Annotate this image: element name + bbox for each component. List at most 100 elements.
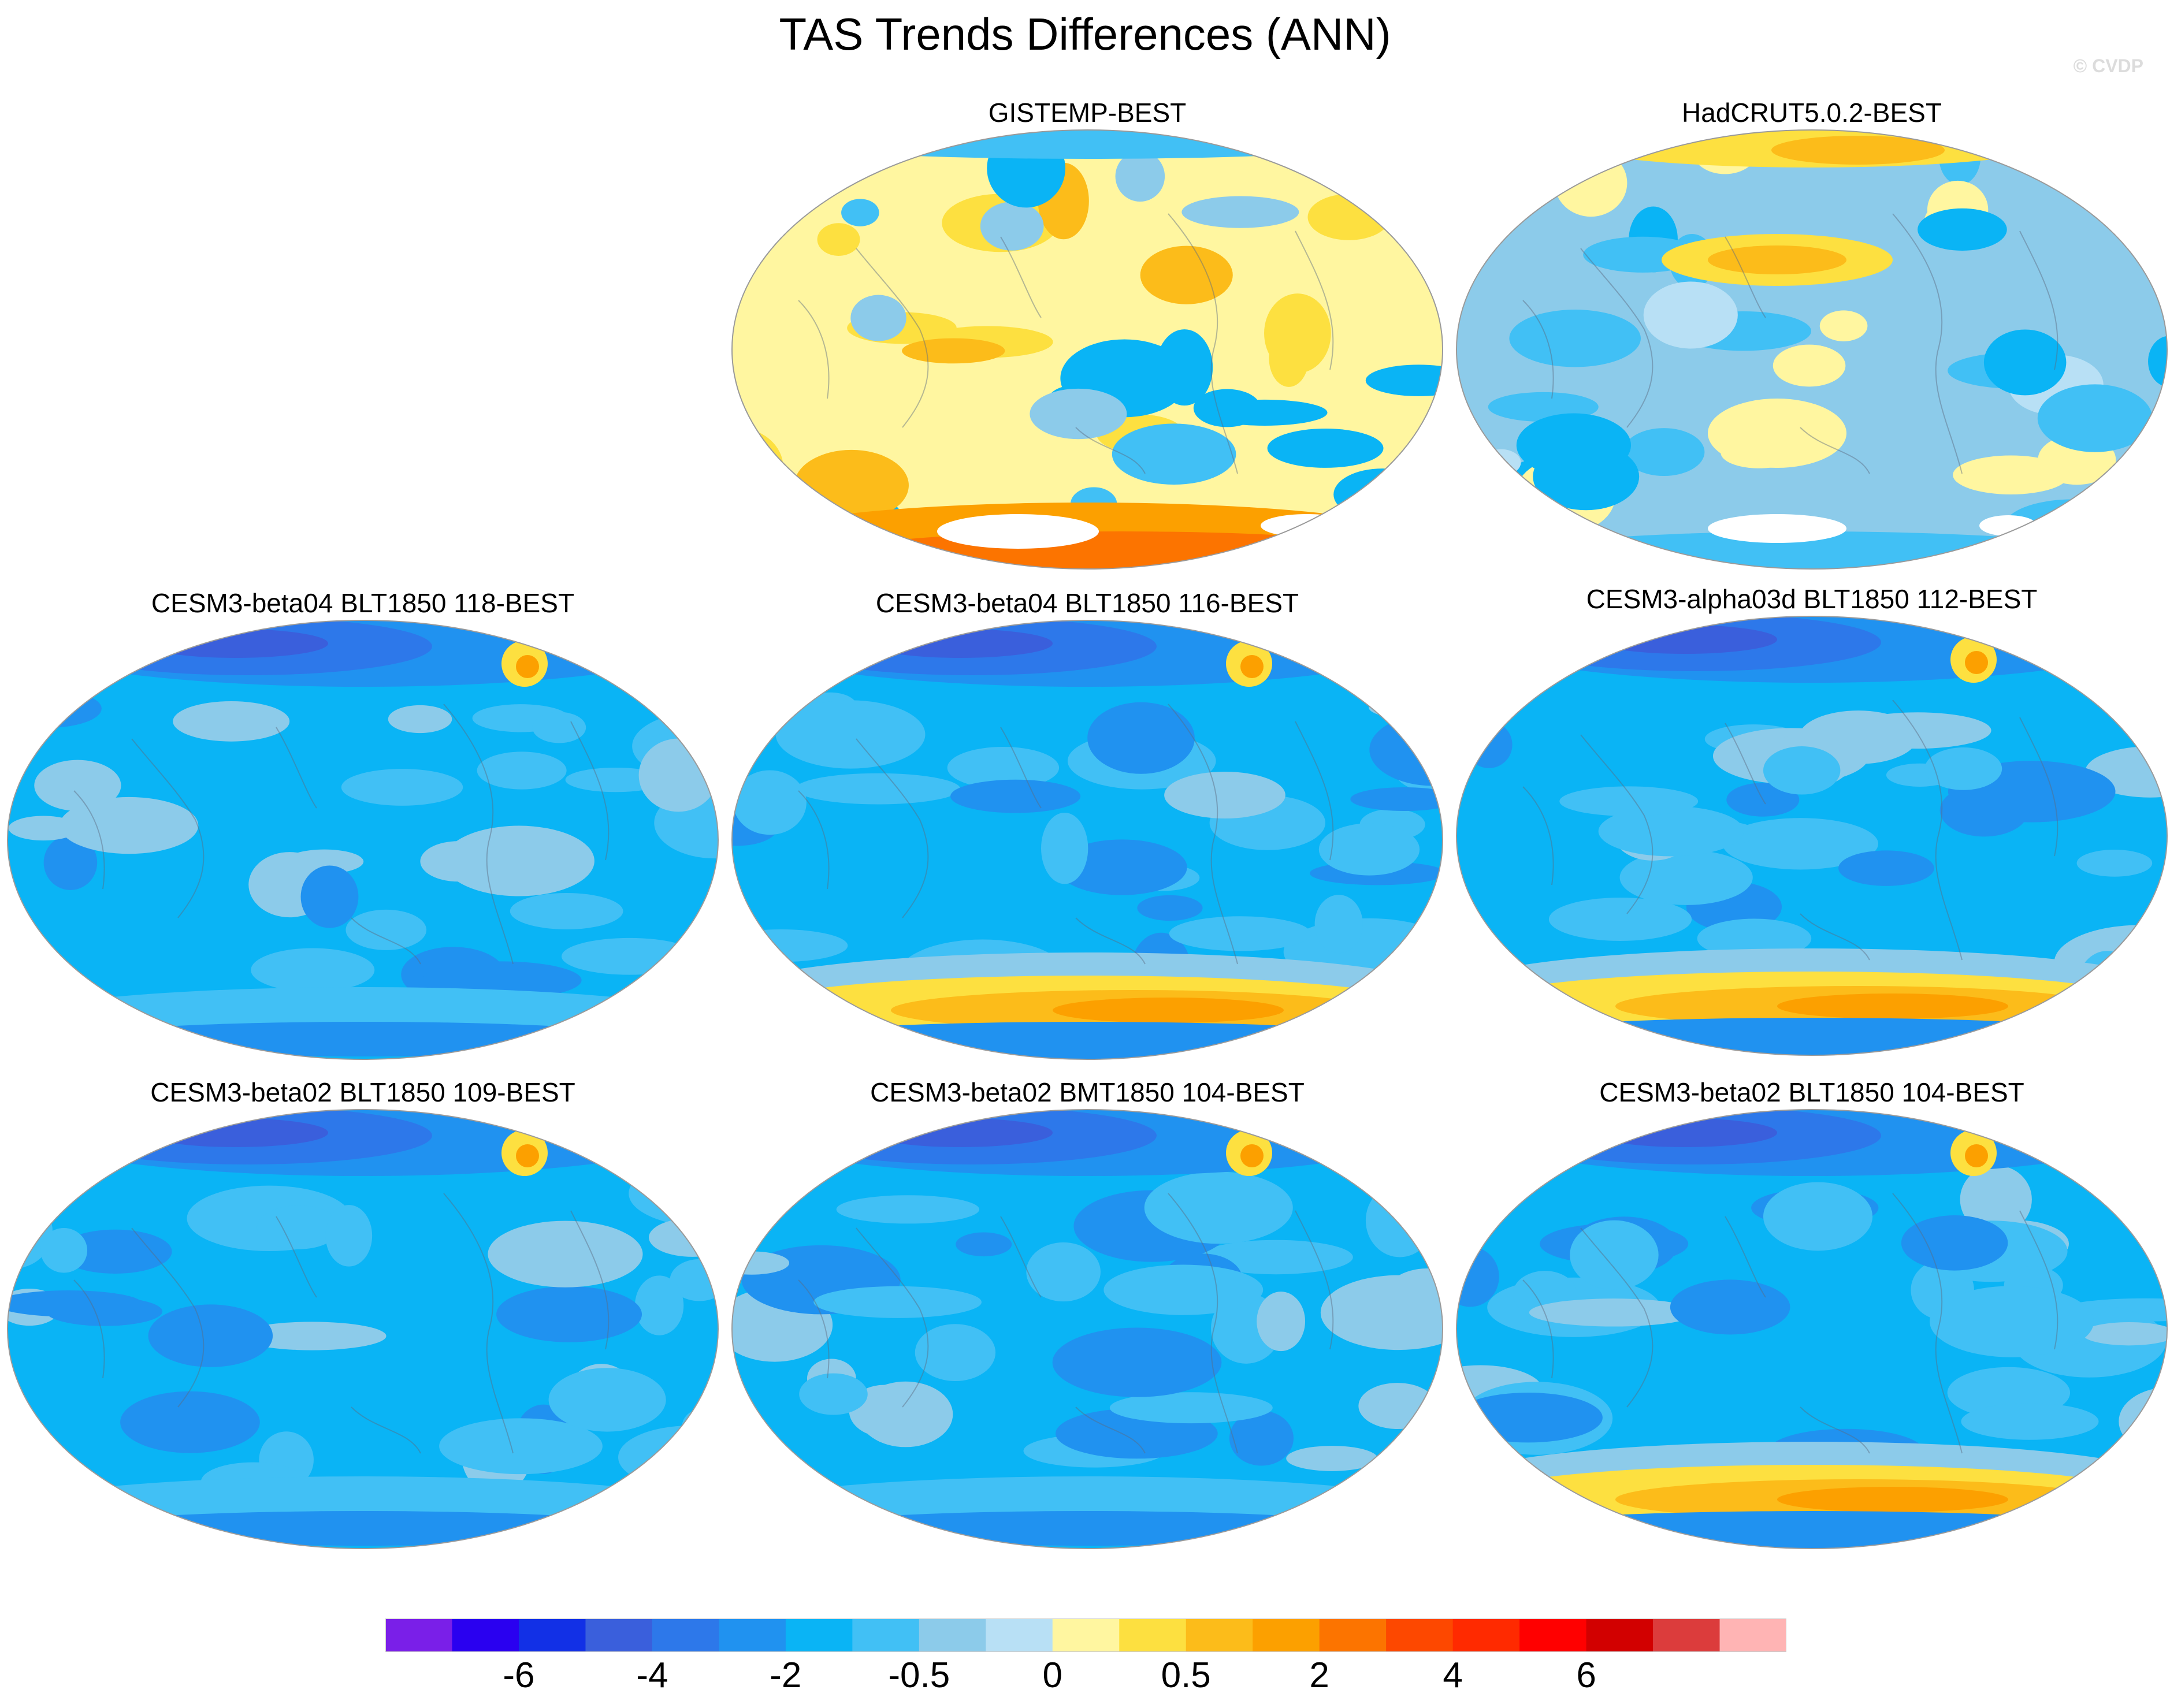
field-contour — [1481, 449, 1521, 476]
field-contour — [1965, 651, 1988, 674]
field-contour — [420, 841, 496, 882]
field-contour — [1365, 364, 1443, 396]
field-contour — [1156, 329, 1213, 406]
colorbar-swatch — [1052, 1618, 1120, 1652]
field-contour — [915, 1324, 996, 1382]
field-contour — [795, 773, 961, 805]
panel-title: CESM3-beta04 BLT1850 118-BEST — [151, 588, 575, 618]
field-contour — [1257, 1292, 1306, 1352]
colorbar-label: -2 — [770, 1655, 802, 1695]
field-contour — [980, 202, 1044, 251]
field-contour — [548, 1368, 666, 1432]
colorbar-label: -6 — [503, 1655, 535, 1695]
field-contour — [1199, 1240, 1353, 1275]
coastline — [798, 1193, 1334, 1454]
field-contour — [143, 1118, 328, 1147]
field-contour — [1392, 542, 1443, 569]
field-contour — [1777, 1487, 2008, 1512]
field-contour — [1240, 655, 1264, 678]
field-contour — [60, 797, 199, 854]
colorbar-swatch — [452, 1618, 519, 1652]
panel-title: CESM3-beta02 BLT1850 104-BEST — [1599, 1077, 2024, 1107]
ice-mask — [1261, 514, 1353, 537]
coastline — [1522, 213, 2058, 474]
map-border — [731, 620, 1443, 1060]
coastline — [73, 704, 610, 965]
field-contour — [516, 1144, 539, 1167]
map-panel: CESM3-beta04 BLT1850 116-BEST — [729, 587, 1446, 1078]
map-panel: CESM3-alpha03d BLT1850 112-BEST — [1454, 583, 2170, 1074]
field-contour — [1763, 746, 1841, 795]
field-contour — [1357, 539, 1443, 563]
field-contour — [1169, 916, 1311, 951]
field-contour — [34, 760, 121, 811]
field-contour — [733, 770, 807, 835]
field-contour — [8, 1290, 143, 1317]
field-contour — [1320, 1275, 1443, 1350]
colorbar-swatch — [518, 1618, 586, 1652]
field-contour — [1763, 1182, 1873, 1251]
map-panel: CESM3-beta02 BMT1850 104-BEST — [729, 1077, 1446, 1568]
map-border — [1456, 129, 2168, 570]
field-contour — [40, 1228, 88, 1273]
colorbar-label: -0.5 — [888, 1655, 950, 1695]
field-contour — [1456, 1246, 1499, 1307]
field-contour — [251, 948, 375, 992]
map-border — [731, 129, 1443, 570]
watermark: © CVDP — [2073, 55, 2143, 76]
field-contour — [1592, 1118, 1777, 1147]
field-contour — [516, 655, 539, 678]
field-contour — [1777, 993, 2008, 1019]
field-contour — [1053, 998, 1284, 1023]
field-contour — [2082, 1322, 2167, 1346]
colorbar-label: 4 — [1443, 1655, 1463, 1695]
field-contour — [2077, 951, 2137, 1019]
field-contour — [638, 738, 718, 812]
field-contour — [950, 779, 1081, 813]
colorbar-swatch — [1186, 1618, 1253, 1652]
colorbar-label: 6 — [1576, 1655, 1596, 1695]
colorbar — [385, 1618, 1786, 1652]
field-contour — [143, 629, 328, 658]
colorbar-swatch — [919, 1618, 986, 1652]
field-contour — [120, 1391, 260, 1453]
field-contour — [341, 769, 463, 806]
field-contour — [1052, 1327, 1222, 1397]
panel-title: CESM3-alpha03d BLT1850 112-BEST — [1586, 584, 2038, 614]
field-contour — [1369, 130, 1443, 163]
colorbar-label: 2 — [1309, 1655, 1329, 1695]
map-plot — [1456, 616, 2168, 1056]
field-contour — [477, 751, 567, 790]
field-contour — [775, 700, 926, 769]
field-contour — [1087, 702, 1195, 774]
field-contour — [148, 1304, 273, 1367]
field-contour — [1057, 839, 1187, 895]
field-contour — [488, 1220, 643, 1287]
field-contour — [799, 1373, 868, 1415]
field-background — [732, 1110, 1443, 1549]
field-contour — [388, 705, 452, 734]
field-contour — [1670, 1279, 1790, 1335]
field-contour — [1799, 710, 1918, 764]
field-contour — [1229, 1411, 1294, 1466]
field-contour — [173, 701, 290, 742]
field-contour — [1030, 388, 1127, 440]
map-plot — [1456, 129, 2168, 570]
field-contour — [1722, 818, 1878, 870]
field-contour — [510, 893, 623, 929]
field-contour — [2004, 499, 2142, 554]
field-contour — [1930, 1286, 2094, 1357]
field-contour — [1181, 196, 1299, 228]
field-contour — [1643, 281, 1738, 349]
field-contour — [1924, 747, 2002, 790]
field-contour — [1838, 850, 1934, 886]
coastline — [73, 1193, 610, 1454]
field-contour — [43, 835, 98, 890]
field-contour — [58, 1229, 172, 1274]
coastline — [1522, 1193, 2058, 1454]
field-contour — [1592, 625, 1777, 654]
field-contour — [1103, 1264, 1264, 1315]
field-contour — [2085, 746, 2167, 798]
field-contour — [443, 825, 594, 896]
field-contour — [1771, 136, 1945, 165]
